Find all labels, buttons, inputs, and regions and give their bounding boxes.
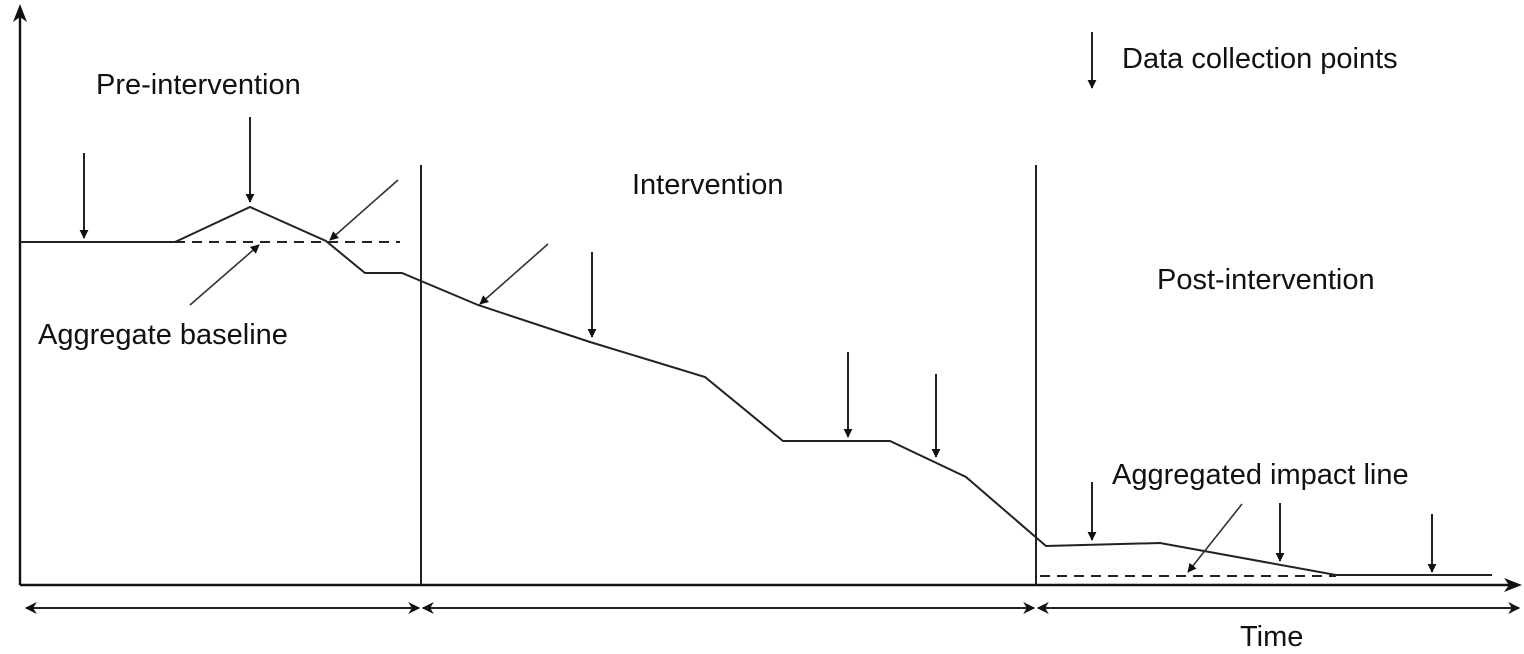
post-intervention-label: Post-intervention bbox=[1157, 264, 1375, 296]
baseline-pointer-arrow-icon bbox=[189, 244, 260, 306]
diagonal-arrow-icon bbox=[479, 243, 549, 305]
axes bbox=[13, 4, 1522, 592]
y-axis-arrowhead bbox=[13, 4, 27, 22]
aggregated-impact-line-label: Aggregated impact line bbox=[1112, 459, 1409, 491]
intervention-label: Intervention bbox=[632, 169, 784, 201]
data-collection-points-label: Data collection points bbox=[1122, 43, 1398, 75]
pre-intervention-label: Pre-intervention bbox=[96, 69, 301, 101]
x-axis-arrowhead bbox=[1504, 578, 1522, 592]
data-series-line bbox=[20, 205, 1492, 576]
time-axis-label: Time bbox=[1240, 621, 1303, 653]
diagonal-arrow-icon bbox=[329, 179, 399, 241]
data-collection-arrows bbox=[79, 117, 1437, 573]
impact-line-pointer-arrow-icon bbox=[1187, 503, 1243, 573]
aggregate-baseline-label: Aggregate baseline bbox=[38, 319, 288, 351]
